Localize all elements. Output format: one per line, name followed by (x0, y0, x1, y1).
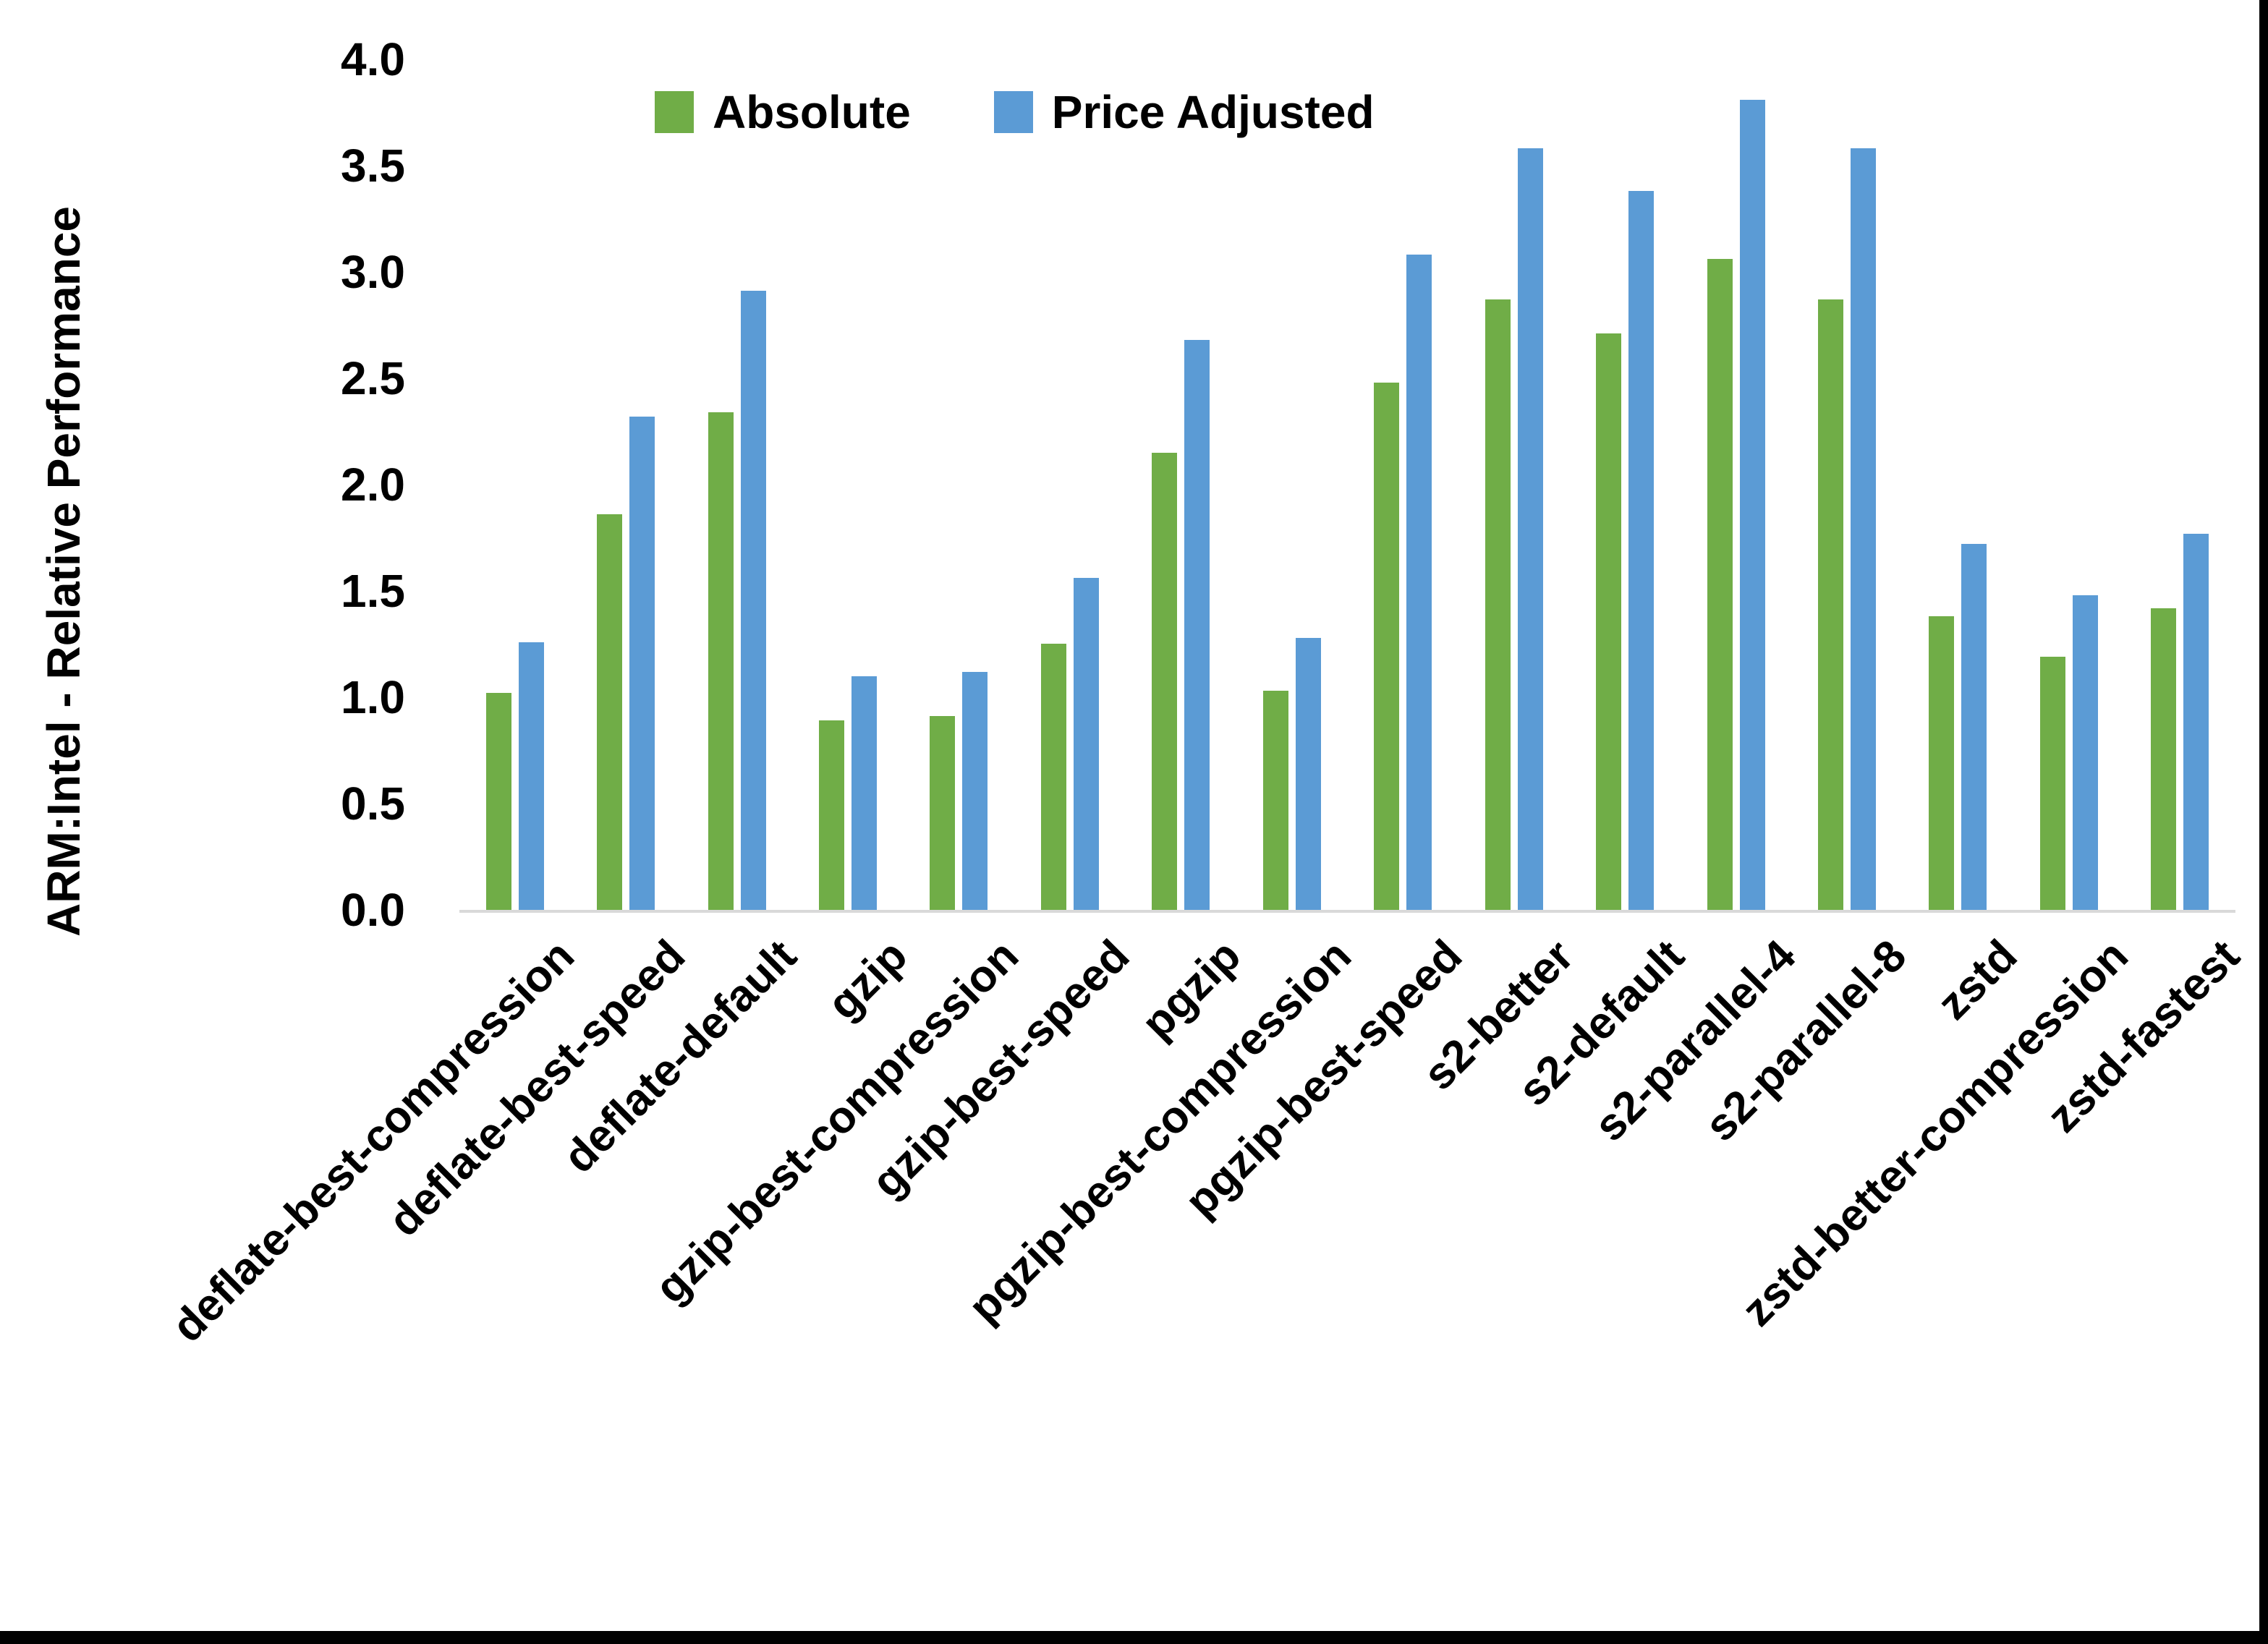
bar-price-adjusted-pgzip (1184, 340, 1210, 910)
bar-absolute-s2-default (1596, 333, 1621, 910)
bar-absolute-gzip-best-speed (1041, 644, 1066, 910)
bar-price-adjusted-zstd-better-compression (2073, 595, 2098, 910)
y-tick-label: 2.0 (341, 459, 405, 511)
bar-price-adjusted-gzip-best-compression (962, 672, 988, 910)
bar-price-adjusted-zstd-fastest (2183, 534, 2209, 910)
y-tick-label: 1.0 (341, 671, 405, 723)
legend-label-absolute: Absolute (713, 86, 911, 138)
x-axis-baseline (459, 910, 2235, 913)
bar-price-adjusted-s2-parallel-8 (1851, 148, 1876, 910)
bar-absolute-pgzip-best-speed (1374, 383, 1399, 910)
bar-absolute-zstd-fastest (2151, 608, 2176, 910)
bar-price-adjusted-pgzip-best-speed (1406, 255, 1432, 910)
bar-absolute-s2-better (1485, 299, 1511, 910)
bar-price-adjusted-pgzip-best-compression (1296, 638, 1321, 910)
bar-price-adjusted-gzip (851, 676, 877, 910)
bar-price-adjusted-zstd (1961, 544, 1987, 910)
y-tick-label: 0.0 (341, 884, 405, 936)
bar-price-adjusted-deflate-default (741, 291, 766, 910)
bar-price-adjusted-deflate-best-compression (519, 642, 544, 910)
bar-absolute-zstd-better-compression (2040, 657, 2065, 910)
bar-price-adjusted-deflate-best-speed (629, 417, 655, 910)
legend-label-price-adjusted: Price Adjusted (1051, 86, 1375, 138)
bar-absolute-s2-parallel-4 (1707, 259, 1733, 910)
y-tick-label: 1.5 (341, 565, 405, 617)
x-axis-label-deflate-best-compression: deflate-best-compression (162, 930, 585, 1353)
bar-absolute-pgzip-best-compression (1263, 691, 1288, 910)
bar-absolute-deflate-default (708, 412, 734, 910)
bar-absolute-zstd (1929, 616, 1954, 910)
y-tick-label: 2.5 (341, 352, 405, 404)
legend-swatch-price-adjusted (993, 91, 1033, 133)
bar-absolute-gzip-best-compression (930, 716, 955, 910)
bar-absolute-s2-parallel-8 (1818, 299, 1843, 910)
bar-price-adjusted-s2-better (1518, 148, 1543, 910)
bar-absolute-pgzip (1152, 453, 1177, 910)
bar-price-adjusted-gzip-best-speed (1074, 578, 1099, 910)
x-axis-label-zstd: zstd (1928, 930, 2027, 1030)
bar-price-adjusted-s2-default (1628, 191, 1654, 910)
legend-item-absolute: Absolute (655, 85, 911, 139)
legend-swatch-absolute (655, 91, 694, 133)
legend: Absolute Price Adjusted (655, 85, 1375, 139)
y-tick-label: 3.5 (341, 140, 405, 192)
bar-price-adjusted-s2-parallel-4 (1740, 100, 1765, 910)
legend-item-price-adjusted: Price Adjusted (993, 85, 1375, 139)
screenshot-border-bottom (0, 1631, 2268, 1644)
y-tick-label: 4.0 (341, 33, 405, 85)
x-axis-label-gzip: gzip (818, 930, 917, 1030)
screenshot-border-right (2259, 0, 2268, 1644)
y-tick-label: 3.0 (341, 246, 405, 298)
y-tick-label: 0.5 (341, 778, 405, 830)
bar-absolute-deflate-best-speed (597, 514, 622, 910)
bar-absolute-deflate-best-compression (486, 693, 511, 910)
bar-absolute-gzip (819, 720, 844, 910)
